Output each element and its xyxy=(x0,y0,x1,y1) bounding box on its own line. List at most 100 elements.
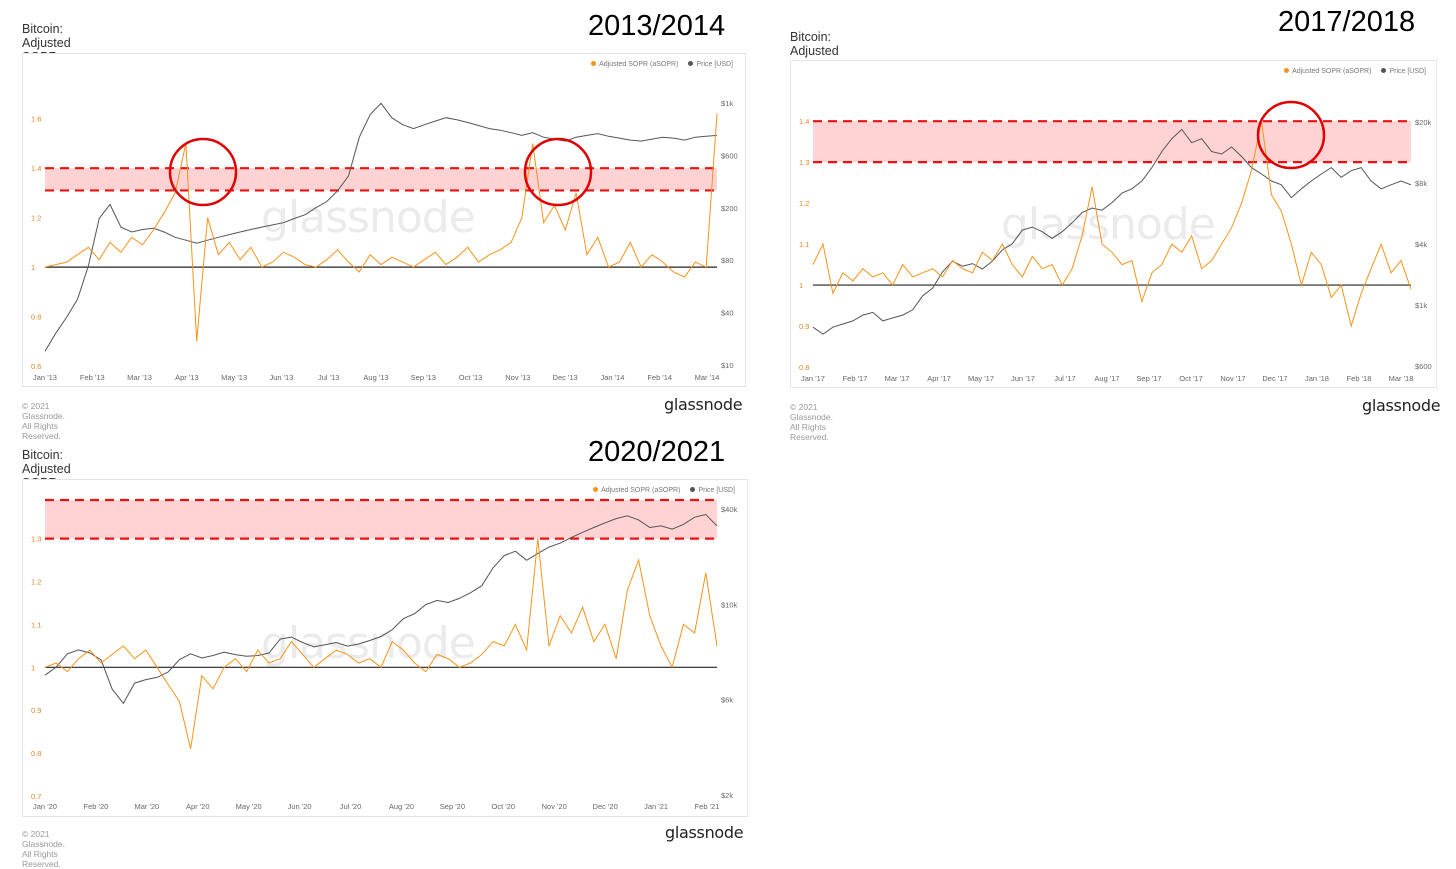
legend-asopr[interactable]: Adjusted SOPR (aSOPR) xyxy=(593,487,680,494)
resistance-band xyxy=(45,168,717,191)
y-left-tick-label: 0.6 xyxy=(31,362,41,371)
brand-logo: glassnode xyxy=(1362,396,1441,415)
asopr-series-line xyxy=(44,113,718,342)
period-label: 2020/2021 xyxy=(588,436,726,468)
y-left-tick-label: 1.1 xyxy=(799,240,809,249)
x-tick-label: Sep '17 xyxy=(1136,374,1161,383)
y-left-tick-label: 1.2 xyxy=(31,214,41,223)
x-tick-label: Jun '17 xyxy=(1011,374,1035,383)
y-right-tick-label: $6k xyxy=(721,696,733,705)
legend-price[interactable]: Price [USD] xyxy=(690,487,735,494)
asopr-dot-icon xyxy=(591,61,597,66)
x-tick-label: Jun '20 xyxy=(288,802,312,811)
legend-price[interactable]: Price [USD] xyxy=(688,61,733,68)
y-right-tick-label: $200 xyxy=(721,204,738,213)
x-tick-label: Jul '17 xyxy=(1054,374,1075,383)
chart-legend: Adjusted SOPR (aSOPR) Price [USD] xyxy=(591,61,733,68)
y-left-tick-label: 1.2 xyxy=(31,578,41,587)
y-right-tick-label: $10 xyxy=(721,361,734,370)
y-left-tick-label: 1 xyxy=(799,281,803,290)
x-tick-label: Jan '18 xyxy=(1305,374,1329,383)
x-tick-label: Mar '14 xyxy=(695,373,720,382)
price-series-line xyxy=(812,128,1412,335)
legend-price-label: Price [USD] xyxy=(696,61,733,68)
legend-price-label: Price [USD] xyxy=(698,487,735,494)
y-left-tick-label: 1 xyxy=(31,663,35,672)
x-tick-label: Jan '13 xyxy=(33,373,57,382)
x-tick-label: Feb '14 xyxy=(647,373,672,382)
x-tick-label: Jul '13 xyxy=(318,373,339,382)
x-tick-label: Sep '13 xyxy=(411,373,436,382)
price-dot-icon xyxy=(688,61,694,66)
x-tick-label: Jan '14 xyxy=(600,373,624,382)
y-right-tick-label: $1k xyxy=(721,99,733,108)
y-right-tick-label: $600 xyxy=(1415,362,1432,371)
x-tick-label: Dec '13 xyxy=(553,373,578,382)
resistance-band xyxy=(813,121,1411,163)
chart-frame: glassnode 0.6 0.8 1 1.2 1.4 1.6 $10 $40 $80 $200 $… xyxy=(22,53,746,387)
asopr-dot-icon xyxy=(1284,68,1290,73)
x-tick-label: Jan '20 xyxy=(33,802,57,811)
x-tick-label: Jul '20 xyxy=(340,802,361,811)
y-right-tick-label: $600 xyxy=(721,151,738,160)
y-left-tick-label: 0.7 xyxy=(31,792,41,801)
x-tick-label: Mar '17 xyxy=(885,374,910,383)
y-left-tick-label: 1.4 xyxy=(31,164,41,173)
highlight-circle xyxy=(523,137,593,207)
y-left-tick-label: 0.8 xyxy=(31,749,41,758)
x-tick-label: Dec '20 xyxy=(593,802,618,811)
x-tick-label: Jan '21 xyxy=(644,802,668,811)
y-left-tick-label: 1.1 xyxy=(31,620,41,629)
x-tick-label: Feb '20 xyxy=(84,802,109,811)
asopr-series-line xyxy=(812,121,1412,328)
price-dot-icon xyxy=(690,487,696,492)
y-right-tick-label: $1k xyxy=(1415,301,1427,310)
y-right-tick-label: $4k xyxy=(1415,240,1427,249)
y-right-tick-label: $8k xyxy=(1415,179,1427,188)
price-series-line xyxy=(44,513,718,705)
y-left-tick-label: 1.2 xyxy=(799,199,809,208)
x-tick-label: Aug '17 xyxy=(1094,374,1119,383)
y-right-tick-label: $20k xyxy=(1415,118,1432,127)
x-tick-label: Dec '17 xyxy=(1262,374,1287,383)
y-left-tick-label: 0.9 xyxy=(31,706,41,715)
highlight-circle xyxy=(1256,100,1326,170)
highlight-circle xyxy=(168,137,238,207)
y-left-tick-label: 0.8 xyxy=(799,363,809,372)
watermark: glassnode xyxy=(261,618,476,669)
x-tick-label: Feb '17 xyxy=(843,374,868,383)
legend-asopr[interactable]: Adjusted SOPR (aSOPR) xyxy=(1284,68,1371,75)
x-tick-label: Mar '20 xyxy=(134,802,159,811)
y-left-tick-label: 0.8 xyxy=(31,313,41,322)
price-series-line xyxy=(44,102,718,352)
chart-frame: glassnode 0.8 0.9 1 1.1 1.2 1.3 1.4 $600 $1k $4k $… xyxy=(790,60,1437,388)
y-left-tick-label: 1.3 xyxy=(31,535,41,544)
x-tick-label: Aug '13 xyxy=(363,373,388,382)
chart-legend: Adjusted SOPR (aSOPR) Price [USD] xyxy=(593,487,735,494)
legend-price[interactable]: Price [USD] xyxy=(1381,68,1426,75)
x-tick-label: Apr '17 xyxy=(927,374,951,383)
y-left-tick-label: 0.9 xyxy=(799,322,809,331)
legend-asopr[interactable]: Adjusted SOPR (aSOPR) xyxy=(591,61,678,68)
x-tick-label: Oct '20 xyxy=(492,802,516,811)
period-label: 2017/2018 xyxy=(1278,6,1416,38)
x-tick-label: Apr '13 xyxy=(175,373,199,382)
x-tick-label: May '13 xyxy=(221,373,247,382)
brand-logo: glassnode xyxy=(665,823,744,842)
x-tick-label: Nov '13 xyxy=(505,373,530,382)
y-right-tick-label: $40k xyxy=(721,505,738,514)
x-tick-label: Oct '13 xyxy=(459,373,483,382)
x-tick-label: Mar '13 xyxy=(127,373,152,382)
y-right-tick-label: $80 xyxy=(721,256,734,265)
y-left-tick-label: 1.6 xyxy=(31,115,41,124)
x-tick-label: May '20 xyxy=(236,802,262,811)
resistance-band xyxy=(45,500,717,539)
chart-frame: glassnode 0.7 0.8 0.9 1 1.1 1.2 1.3 $2k $6k $10k $… xyxy=(22,479,748,817)
x-tick-label: Mar '18 xyxy=(1389,374,1414,383)
y-right-tick-label: $40 xyxy=(721,309,734,318)
legend-asopr-label: Adjusted SOPR (aSOPR) xyxy=(1292,68,1372,75)
x-tick-label: Jan '17 xyxy=(801,374,825,383)
watermark: glassnode xyxy=(1001,199,1216,250)
copyright: © 2021 Glassnode. All Rights Reserved. xyxy=(22,829,65,869)
asopr-dot-icon xyxy=(593,487,599,492)
